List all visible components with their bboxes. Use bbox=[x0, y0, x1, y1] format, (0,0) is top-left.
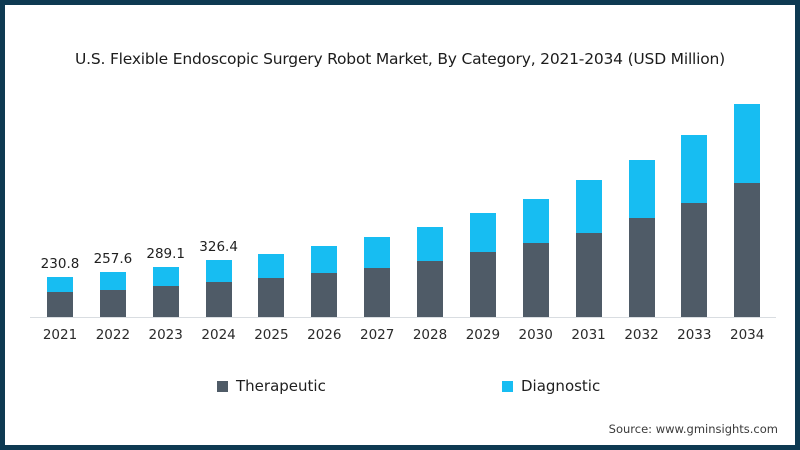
therapeutic-segment-2023 bbox=[152, 285, 179, 317]
x-axis-tick-2032: 2032 bbox=[624, 327, 659, 343]
x-axis-tick-2025: 2025 bbox=[254, 327, 289, 343]
diagnostic-segment-2025 bbox=[258, 253, 285, 278]
source-text: Source: www.gminsights.com bbox=[608, 422, 778, 436]
diagnostic-segment-2026 bbox=[311, 245, 338, 273]
therapeutic-legend-label: Therapeutic bbox=[236, 377, 326, 395]
x-axis-tick-2024: 2024 bbox=[201, 327, 236, 343]
therapeutic-segment-2028 bbox=[417, 260, 443, 317]
diagnostic-segment-2034 bbox=[734, 103, 761, 183]
legend-item-diagnostic: Diagnostic bbox=[502, 377, 600, 395]
total-data-label-2023: 289.1 bbox=[146, 245, 186, 262]
stacked-bar-2024 bbox=[205, 260, 232, 317]
diagnostic-segment-2029 bbox=[469, 212, 496, 253]
therapeutic-segment-2022 bbox=[99, 289, 126, 317]
stacked-bar-2031 bbox=[575, 179, 602, 317]
x-axis-tick-2028: 2028 bbox=[412, 327, 448, 343]
x-axis-tick-2029: 2029 bbox=[465, 327, 501, 343]
therapeutic-segment-2026 bbox=[311, 272, 338, 317]
diagnostic-segment-2028 bbox=[417, 226, 443, 261]
x-axis-tick-2022: 2022 bbox=[95, 327, 131, 343]
total-data-label-2024: 326.4 bbox=[199, 239, 238, 256]
x-axis-line bbox=[30, 317, 776, 318]
x-axis-tick-2021: 2021 bbox=[42, 327, 78, 343]
chart-title: U.S. Flexible Endoscopic Surgery Robot M… bbox=[74, 50, 726, 68]
stacked-bar-2028 bbox=[417, 226, 443, 317]
stacked-bar-2030 bbox=[522, 199, 549, 317]
diagnostic-legend-label: Diagnostic bbox=[521, 377, 601, 395]
stacked-bar-2032 bbox=[628, 159, 655, 317]
diagnostic-segment-2033 bbox=[681, 134, 708, 204]
stacked-bar-2022 bbox=[99, 272, 126, 317]
x-axis-tick-2026: 2026 bbox=[307, 327, 342, 343]
therapeutic-segment-2021 bbox=[47, 291, 73, 317]
stacked-bar-2029 bbox=[469, 212, 496, 317]
therapeutic-segment-2029 bbox=[469, 252, 496, 317]
therapeutic-segment-2033 bbox=[681, 203, 708, 317]
stacked-bar-2021 bbox=[47, 276, 73, 317]
x-axis-tick-2031: 2031 bbox=[571, 327, 606, 343]
legend-item-therapeutic: Therapeutic bbox=[217, 377, 326, 395]
diagnostic-segment-2023 bbox=[152, 266, 179, 286]
diagnostic-segment-2021 bbox=[47, 276, 73, 292]
x-axis-tick-2023: 2023 bbox=[148, 327, 183, 343]
diagnostic-segment-2024 bbox=[205, 260, 232, 283]
total-data-label-2022: 257.6 bbox=[93, 251, 133, 268]
therapeutic-segment-2034 bbox=[734, 183, 761, 317]
stacked-bar-2034 bbox=[734, 103, 761, 317]
therapeutic-segment-2027 bbox=[364, 268, 391, 317]
stacked-bar-2025 bbox=[258, 253, 285, 317]
stacked-bar-2027 bbox=[364, 236, 391, 317]
x-axis-tick-2034: 2034 bbox=[730, 327, 765, 343]
diagnostic-segment-2022 bbox=[99, 272, 126, 290]
stacked-bar-2023 bbox=[152, 266, 179, 317]
x-axis-tick-2030: 2030 bbox=[518, 327, 553, 343]
stacked-bar-2026 bbox=[311, 245, 338, 317]
therapeutic-segment-2031 bbox=[575, 233, 602, 317]
stacked-bar-2033 bbox=[681, 134, 708, 317]
therapeutic-segment-2032 bbox=[628, 218, 655, 317]
therapeutic-segment-2024 bbox=[205, 282, 232, 317]
x-axis-tick-2027: 2027 bbox=[360, 327, 395, 343]
diagnostic-segment-2030 bbox=[522, 199, 549, 243]
therapeutic-swatch-icon bbox=[217, 380, 228, 392]
diagnostic-swatch-icon bbox=[502, 380, 513, 392]
therapeutic-segment-2025 bbox=[258, 277, 285, 317]
therapeutic-segment-2030 bbox=[522, 243, 549, 317]
diagnostic-segment-2031 bbox=[575, 179, 602, 234]
diagnostic-segment-2027 bbox=[364, 236, 391, 269]
total-data-label-2021: 230.8 bbox=[40, 255, 80, 272]
diagnostic-segment-2032 bbox=[628, 159, 655, 219]
x-axis-tick-2033: 2033 bbox=[677, 327, 712, 343]
